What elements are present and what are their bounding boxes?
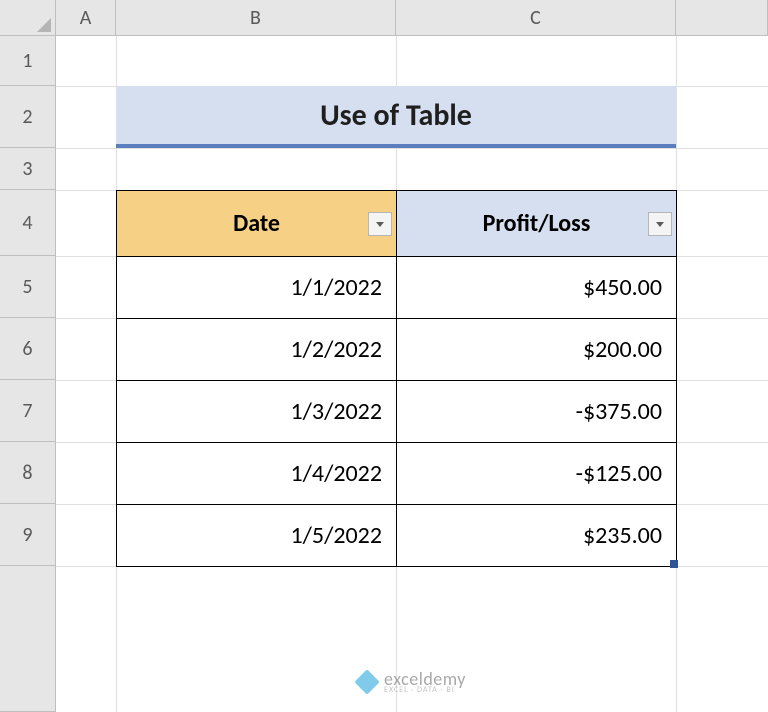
row-header-6[interactable]: 6 bbox=[0, 318, 56, 380]
cell-value[interactable]: -$375.00 bbox=[397, 381, 677, 443]
table-row: 1/1/2022$450.00 bbox=[117, 257, 677, 319]
row-header-1[interactable]: 1 bbox=[0, 36, 56, 86]
cell-date[interactable]: 1/2/2022 bbox=[117, 319, 397, 381]
filter-dropdown-icon[interactable] bbox=[368, 212, 392, 236]
cell-value[interactable]: $450.00 bbox=[397, 257, 677, 319]
watermark-icon bbox=[354, 669, 379, 694]
table-resize-handle[interactable] bbox=[670, 560, 678, 568]
column-header-C[interactable]: C bbox=[396, 0, 676, 36]
cell-date[interactable]: 1/1/2022 bbox=[117, 257, 397, 319]
row-header-2[interactable]: 2 bbox=[0, 86, 56, 148]
row-header-4[interactable]: 4 bbox=[0, 190, 56, 256]
spreadsheet: ABC 123456789 Use of Table Date Profit/L… bbox=[0, 0, 768, 712]
watermark-subtext: EXCEL · DATA · BI bbox=[384, 686, 466, 694]
column-headers: ABC bbox=[56, 0, 768, 36]
grid-area[interactable]: Use of Table Date Profit/Loss bbox=[56, 36, 768, 712]
table-header-row: Date Profit/Loss bbox=[117, 191, 677, 257]
cell-value[interactable]: $235.00 bbox=[397, 505, 677, 567]
data-table: Date Profit/Loss 1/1/2022$450.001/2/2022… bbox=[116, 190, 677, 567]
title-text: Use of Table bbox=[320, 97, 472, 134]
column-header-date[interactable]: Date bbox=[117, 191, 397, 257]
column-header-B[interactable]: B bbox=[116, 0, 396, 36]
watermark-text-stack: exceldemy EXCEL · DATA · BI bbox=[384, 670, 466, 694]
column-header-filler bbox=[676, 0, 768, 36]
title-cell: Use of Table bbox=[116, 86, 676, 148]
cell-date[interactable]: 1/4/2022 bbox=[117, 443, 397, 505]
filter-dropdown-icon[interactable] bbox=[648, 212, 672, 236]
row-header-filler bbox=[0, 566, 56, 712]
column-header-A[interactable]: A bbox=[56, 0, 116, 36]
row-header-5[interactable]: 5 bbox=[0, 256, 56, 318]
row-header-8[interactable]: 8 bbox=[0, 442, 56, 504]
table-row: 1/2/2022$200.00 bbox=[117, 319, 677, 381]
row-headers: 123456789 bbox=[0, 36, 56, 712]
column-header-label: Profit/Loss bbox=[483, 209, 591, 238]
watermark: exceldemy EXCEL · DATA · BI bbox=[358, 670, 466, 694]
row-header-9[interactable]: 9 bbox=[0, 504, 56, 566]
cell-value[interactable]: -$125.00 bbox=[397, 443, 677, 505]
table-row: 1/4/2022-$125.00 bbox=[117, 443, 677, 505]
row-header-7[interactable]: 7 bbox=[0, 380, 56, 442]
column-header-profit-loss[interactable]: Profit/Loss bbox=[397, 191, 677, 257]
row-header-3[interactable]: 3 bbox=[0, 148, 56, 190]
table-row: 1/5/2022$235.00 bbox=[117, 505, 677, 567]
table-row: 1/3/2022-$375.00 bbox=[117, 381, 677, 443]
cell-date[interactable]: 1/3/2022 bbox=[117, 381, 397, 443]
column-header-label: Date bbox=[233, 209, 280, 238]
cell-value[interactable]: $200.00 bbox=[397, 319, 677, 381]
select-all-corner[interactable] bbox=[0, 0, 56, 36]
cell-date[interactable]: 1/5/2022 bbox=[117, 505, 397, 567]
